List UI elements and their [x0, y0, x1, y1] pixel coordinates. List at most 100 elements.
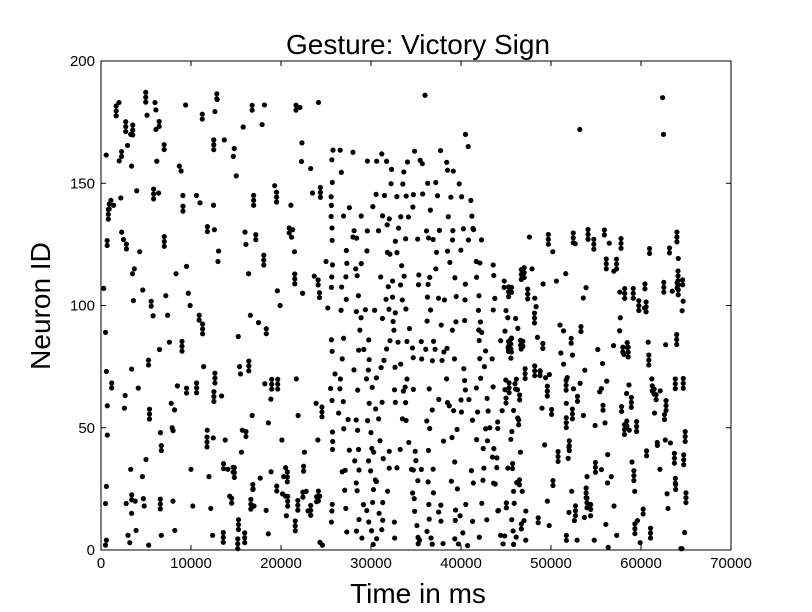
spike-point [364, 507, 370, 514]
spike-point [372, 307, 378, 313]
spike-point [148, 303, 154, 309]
spike-point [506, 380, 512, 386]
spike-point [292, 276, 298, 282]
spike-point [365, 458, 372, 464]
spike-point [401, 169, 407, 175]
spike-point [410, 386, 416, 392]
spike-point [137, 249, 143, 255]
spike-point [451, 356, 458, 362]
spike-point [477, 356, 483, 362]
spike-point [233, 173, 239, 179]
spike-point [329, 262, 336, 268]
spike-point [404, 159, 411, 165]
spike-point [521, 274, 527, 281]
spike-point [495, 425, 501, 432]
spike-point [242, 535, 248, 541]
spike-point [123, 119, 129, 125]
spike-point [508, 355, 514, 361]
spike-point [424, 528, 430, 534]
spike-point [104, 242, 110, 249]
spike-point [399, 297, 405, 303]
spike-point [503, 400, 509, 406]
spike-point [235, 333, 241, 340]
spike-point [470, 480, 476, 486]
spike-point [308, 507, 314, 513]
spike-point [462, 131, 469, 137]
spike-point [355, 387, 361, 393]
spike-point [116, 158, 122, 164]
spike-point [617, 328, 623, 334]
spike-point [292, 523, 298, 529]
spike-point [426, 386, 432, 392]
spike-point [632, 488, 638, 494]
spike-point [185, 290, 191, 296]
spike-point [517, 392, 523, 398]
spike-point [103, 483, 109, 490]
spike-point [129, 510, 135, 516]
spike-point [325, 305, 331, 311]
spike-point [392, 238, 398, 244]
spike-point [675, 278, 681, 284]
spike-point [478, 375, 484, 381]
spike-point [439, 357, 445, 364]
spike-point [220, 539, 226, 545]
spike-point [199, 111, 205, 117]
spike-point [394, 194, 400, 200]
spike-point [444, 159, 450, 165]
spike-point [231, 145, 237, 152]
spike-point [509, 428, 515, 435]
spike-point [358, 213, 364, 219]
spike-point [329, 348, 335, 354]
spike-point [563, 387, 569, 393]
spike-point [174, 383, 180, 389]
chart-title: Gesture: Victory Sign [286, 29, 550, 60]
spike-point [680, 282, 686, 288]
spike-point [214, 96, 220, 103]
spike-point [583, 485, 589, 491]
spike-point [525, 286, 531, 292]
spike-point [238, 449, 244, 455]
spike-point [275, 376, 281, 382]
spike-point [506, 390, 512, 396]
spike-point [412, 148, 418, 154]
spike-point [453, 319, 459, 325]
spike-point [544, 393, 550, 399]
spike-point [111, 202, 117, 208]
spike-point [376, 416, 382, 422]
spike-point [434, 193, 441, 199]
spike-point [578, 328, 584, 335]
spike-point [520, 338, 526, 344]
spike-point [511, 500, 517, 506]
spike-point [272, 183, 278, 189]
spike-point [283, 513, 289, 519]
spike-point [364, 248, 370, 254]
spike-point [235, 521, 242, 528]
spike-point [673, 481, 679, 488]
spike-point [444, 167, 451, 173]
spike-point [531, 320, 538, 326]
spike-point [550, 477, 556, 484]
spike-point [352, 458, 358, 464]
spike-point [242, 540, 248, 546]
spike-point [165, 312, 171, 318]
spike-point [343, 247, 349, 254]
spike-point [478, 237, 485, 243]
spike-point [660, 95, 666, 101]
spike-point [125, 532, 131, 538]
spike-point [156, 190, 162, 196]
spike-point [355, 293, 361, 299]
spike-point [561, 361, 567, 367]
spike-point [667, 440, 674, 446]
spike-point [329, 157, 335, 163]
spike-point [295, 412, 301, 419]
spike-point [415, 541, 421, 547]
spike-point [337, 376, 343, 382]
spike-point [246, 363, 252, 369]
spike-point [672, 386, 678, 392]
spike-point [558, 350, 564, 356]
spike-point [327, 385, 334, 392]
spike-point [475, 409, 481, 415]
spike-point [683, 490, 689, 496]
spike-point [337, 386, 343, 392]
spike-point [385, 488, 391, 494]
